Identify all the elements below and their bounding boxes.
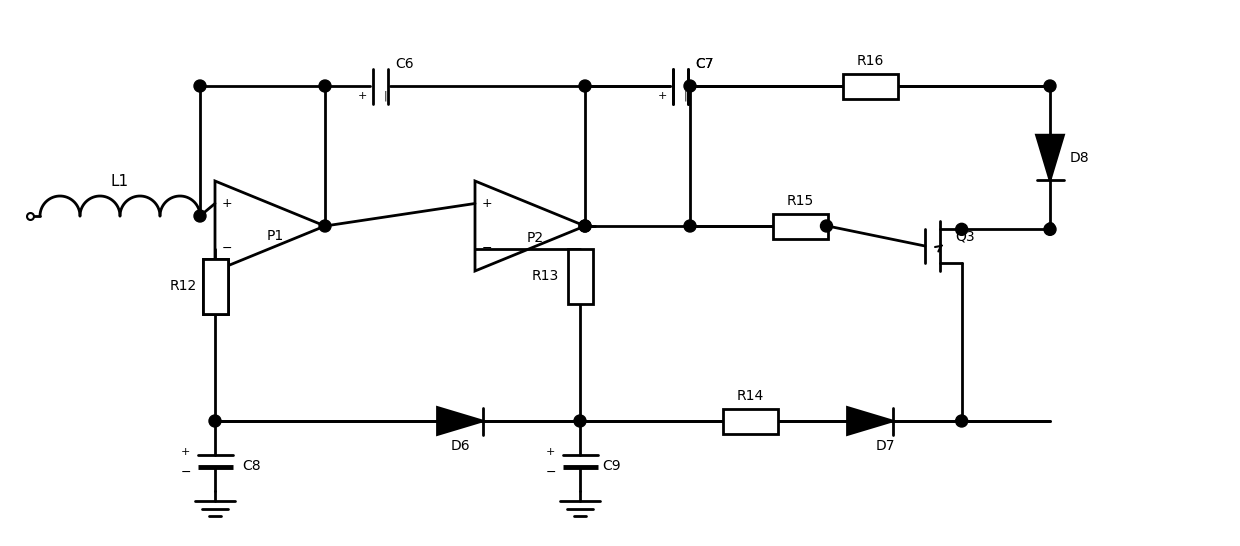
Circle shape	[684, 80, 696, 92]
Bar	[202, 258, 227, 313]
Text: R14: R14	[737, 389, 764, 403]
Text: −: −	[222, 242, 232, 255]
Text: R12: R12	[170, 279, 197, 293]
Circle shape	[579, 80, 591, 92]
Bar	[842, 74, 898, 98]
Circle shape	[579, 220, 591, 232]
Polygon shape	[438, 407, 482, 435]
Circle shape	[1044, 223, 1056, 235]
Bar	[773, 213, 827, 239]
Circle shape	[319, 80, 331, 92]
Text: Q3: Q3	[955, 229, 975, 243]
Text: +: +	[222, 197, 232, 210]
Text: L1: L1	[110, 174, 129, 188]
Text: +: +	[357, 91, 367, 101]
Circle shape	[193, 80, 206, 92]
Circle shape	[574, 415, 587, 427]
Circle shape	[210, 415, 221, 427]
Circle shape	[1044, 80, 1056, 92]
Text: D8: D8	[1070, 151, 1090, 165]
Bar	[568, 248, 593, 304]
Circle shape	[579, 220, 591, 232]
Polygon shape	[847, 407, 893, 435]
Text: R13: R13	[532, 269, 559, 283]
Text: |: |	[383, 91, 387, 101]
Circle shape	[684, 220, 696, 232]
Text: R16: R16	[857, 54, 884, 68]
Text: −: −	[482, 242, 492, 255]
Text: R15: R15	[786, 194, 813, 208]
Text: C7: C7	[696, 57, 714, 71]
Text: C9: C9	[603, 459, 621, 473]
Text: C8: C8	[243, 459, 262, 473]
Bar	[202, 258, 227, 313]
Text: P2: P2	[527, 231, 543, 245]
Bar	[723, 408, 777, 434]
Text: D6: D6	[450, 439, 470, 453]
Text: +: +	[481, 197, 492, 210]
Polygon shape	[1037, 135, 1064, 180]
Text: −: −	[546, 466, 556, 478]
Text: C6: C6	[396, 57, 414, 71]
Text: C7: C7	[696, 57, 714, 71]
Text: +: +	[181, 447, 190, 457]
Text: +: +	[546, 447, 556, 457]
Text: +: +	[657, 91, 667, 101]
Text: −: −	[180, 466, 191, 478]
Text: |: |	[683, 91, 687, 101]
Circle shape	[193, 210, 206, 222]
Circle shape	[319, 220, 331, 232]
Circle shape	[821, 220, 832, 232]
Circle shape	[956, 223, 967, 235]
Circle shape	[956, 415, 967, 427]
Text: P1: P1	[267, 229, 284, 243]
Text: D7: D7	[875, 439, 895, 453]
